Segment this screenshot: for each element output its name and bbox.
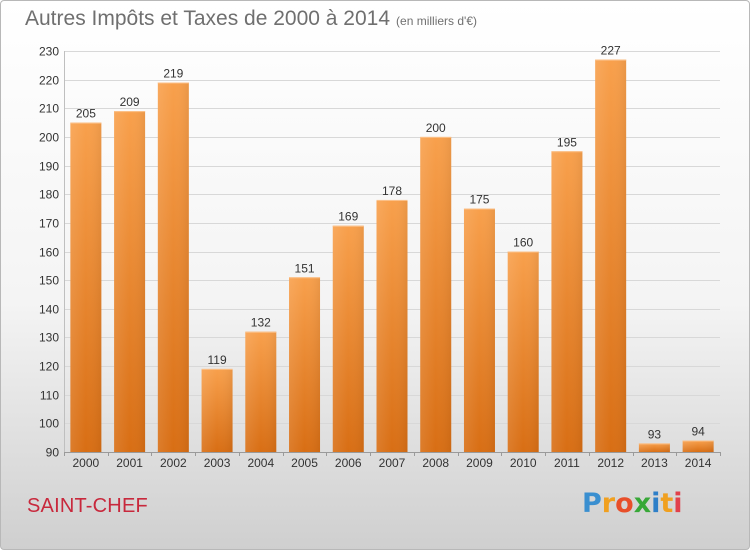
bar-value-label: 132 — [251, 316, 271, 330]
bar-value-label: 175 — [469, 193, 489, 207]
y-tick-label: 220 — [39, 74, 59, 88]
city-name: SAINT-CHEF — [27, 495, 148, 517]
x-tick-label: 2005 — [291, 456, 318, 470]
y-tick-label: 150 — [39, 274, 59, 288]
bar-shine — [157, 82, 189, 452]
bar-value-label: 209 — [120, 95, 140, 109]
bar-shine — [420, 136, 452, 452]
y-tick-label: 110 — [40, 389, 59, 403]
y-tick-label: 130 — [39, 331, 59, 345]
bar-shine — [70, 122, 102, 452]
x-tick-label: 2011 — [554, 456, 580, 470]
logo-letter: P — [582, 488, 602, 519]
bar-value-label: 178 — [382, 184, 402, 198]
logo-letter: i — [651, 488, 661, 519]
logo-letter: o — [615, 488, 634, 519]
bar-shine — [332, 225, 364, 452]
bar-value-label: 119 — [207, 353, 226, 367]
logo-letter: x — [633, 488, 652, 519]
bar-shine — [595, 59, 627, 452]
x-tick-label: 2009 — [466, 456, 493, 470]
bar-value-label: 227 — [601, 44, 621, 58]
y-tick-label: 170 — [39, 217, 59, 231]
x-tick-label: 2014 — [685, 456, 712, 470]
bar-value-label: 94 — [691, 425, 705, 439]
bar-value-label: 151 — [295, 261, 315, 275]
bar-shine — [638, 443, 670, 452]
x-tick-label: 2013 — [641, 456, 668, 470]
y-tick-label: 190 — [39, 160, 59, 174]
bars: 205 209 219 119 132 151 169 178 200 175 160 195 227 9… — [70, 44, 714, 453]
bar-shine — [551, 151, 583, 452]
bar-shine — [201, 368, 233, 452]
chart-title: Autres Impôts et Taxes de 2000 à 2014 (en… — [25, 7, 477, 31]
bar-shine — [289, 277, 321, 452]
y-tick-label: 230 — [39, 45, 59, 59]
x-tick-label: 2007 — [379, 456, 406, 470]
title-unit: (en milliers d'€) — [396, 14, 478, 28]
bar-value-label: 93 — [648, 427, 662, 441]
bar-value-label: 169 — [338, 210, 358, 224]
bar-value-label: 219 — [163, 67, 183, 81]
y-tick-label: 100 — [39, 417, 59, 431]
bar-value-label: 195 — [557, 135, 577, 149]
bar-shine — [245, 331, 277, 452]
bar-shine — [376, 199, 408, 452]
bar-value-label: 160 — [513, 236, 533, 250]
logo-letter: r — [601, 488, 616, 519]
y-tick-label: 140 — [39, 303, 59, 317]
x-tick-label: 2010 — [510, 456, 537, 470]
logo-letter: t — [660, 488, 674, 519]
y-axis: 90 100 110 120 130 140 150 160 170 180 190 200 210 22… — [39, 45, 65, 460]
bar-shine — [507, 251, 539, 452]
x-tick-label: 2012 — [597, 456, 624, 470]
x-tick-label: 2006 — [335, 456, 362, 470]
x-tick-label: 2000 — [73, 456, 100, 470]
y-tick-label: 210 — [39, 102, 59, 116]
x-tick-label: 2008 — [422, 456, 449, 470]
x-tick-label: 2003 — [204, 456, 231, 470]
x-axis: 2000 2001 2002 2003 2004 2005 2006 2007 2008 2009… — [64, 452, 721, 470]
x-tick-label: 2002 — [160, 456, 187, 470]
x-tick-label: 2004 — [247, 456, 274, 470]
y-tick-label: 160 — [39, 246, 59, 260]
y-tick-label: 90 — [46, 446, 60, 460]
bar-shine — [114, 111, 146, 453]
x-tick-label: 2001 — [116, 456, 143, 470]
logo-letter: i — [673, 488, 683, 519]
bar-shine — [682, 440, 714, 452]
bar-value-label: 205 — [76, 107, 96, 121]
bar-value-label: 200 — [426, 121, 446, 135]
y-tick-label: 120 — [39, 360, 59, 374]
y-tick-label: 180 — [39, 188, 59, 202]
proxiti-logo[interactable]: Proxiti — [582, 488, 683, 519]
bar-shine — [463, 208, 495, 452]
title-main: Autres Impôts et Taxes de 2000 à 2014 — [25, 7, 391, 30]
y-tick-label: 200 — [39, 131, 59, 145]
